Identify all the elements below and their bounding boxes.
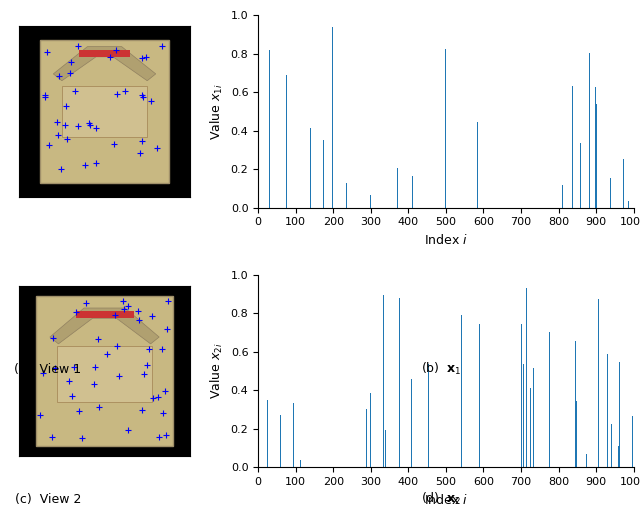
- Polygon shape: [57, 345, 152, 402]
- Polygon shape: [50, 308, 159, 344]
- Y-axis label: Value $x_{1i}$: Value $x_{1i}$: [209, 83, 225, 140]
- Text: (a)  View 1: (a) View 1: [15, 363, 81, 376]
- X-axis label: Index $i$: Index $i$: [424, 233, 468, 247]
- Polygon shape: [40, 40, 170, 183]
- Y-axis label: Value $x_{2i}$: Value $x_{2i}$: [209, 343, 225, 399]
- Text: (d)  $\mathbf{x}_2$: (d) $\mathbf{x}_2$: [421, 491, 462, 507]
- Polygon shape: [53, 47, 156, 81]
- X-axis label: Index $i$: Index $i$: [424, 493, 468, 506]
- Polygon shape: [79, 50, 130, 57]
- Polygon shape: [62, 86, 147, 137]
- Polygon shape: [76, 311, 134, 318]
- Text: (b)  $\mathbf{x}_1$: (b) $\mathbf{x}_1$: [421, 361, 462, 377]
- Polygon shape: [36, 296, 173, 446]
- Text: (c)  View 2: (c) View 2: [15, 493, 81, 506]
